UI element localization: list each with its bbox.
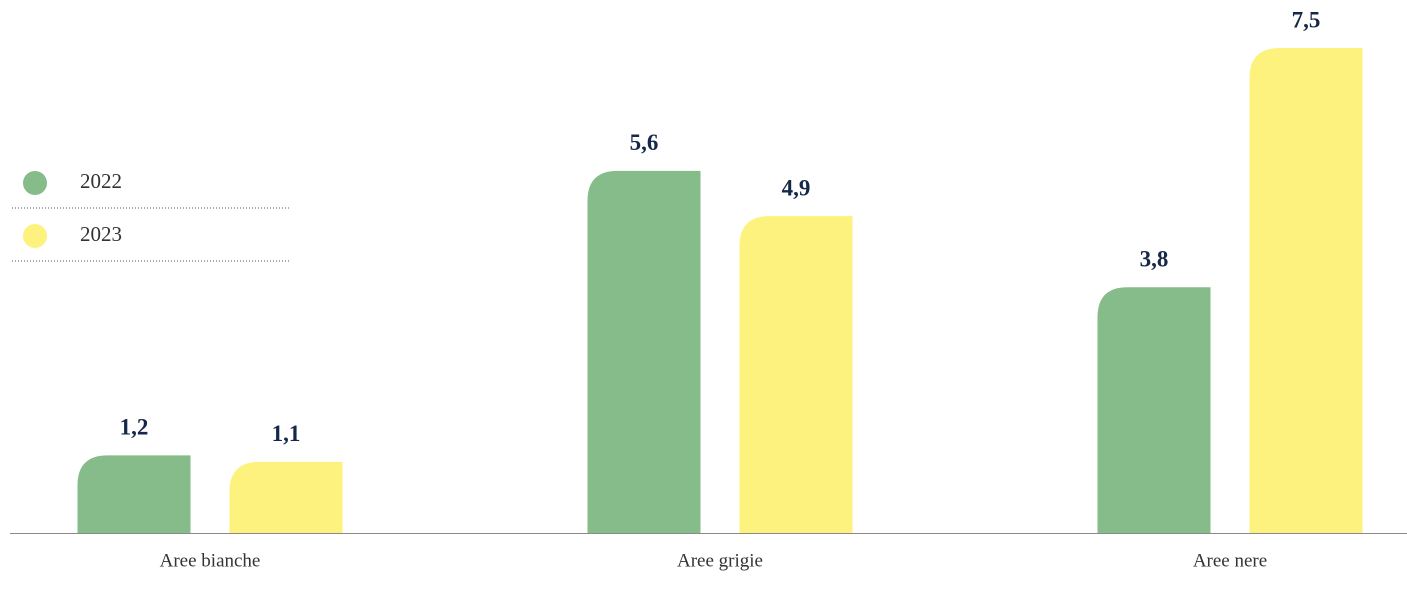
bar — [229, 461, 343, 533]
legend-marker — [23, 171, 47, 195]
legend-marker — [23, 224, 47, 248]
bar — [77, 455, 191, 533]
value-label: 4,9 — [782, 175, 811, 200]
value-label: 7,5 — [1292, 7, 1321, 32]
value-label: 1,1 — [272, 421, 301, 446]
x-tick-label: Aree bianche — [160, 550, 261, 571]
legend-label: 2023 — [80, 222, 122, 246]
bar — [1097, 287, 1211, 533]
legend-label: 2022 — [80, 169, 122, 193]
value-label: 5,6 — [630, 130, 659, 155]
x-tick-label: Aree grigie — [677, 550, 763, 571]
value-label: 1,2 — [120, 415, 149, 440]
value-label: 3,8 — [1140, 247, 1169, 272]
bar — [1249, 48, 1363, 533]
x-tick-label: Aree nere — [1193, 550, 1267, 571]
bar — [587, 170, 701, 533]
bar — [739, 216, 853, 533]
